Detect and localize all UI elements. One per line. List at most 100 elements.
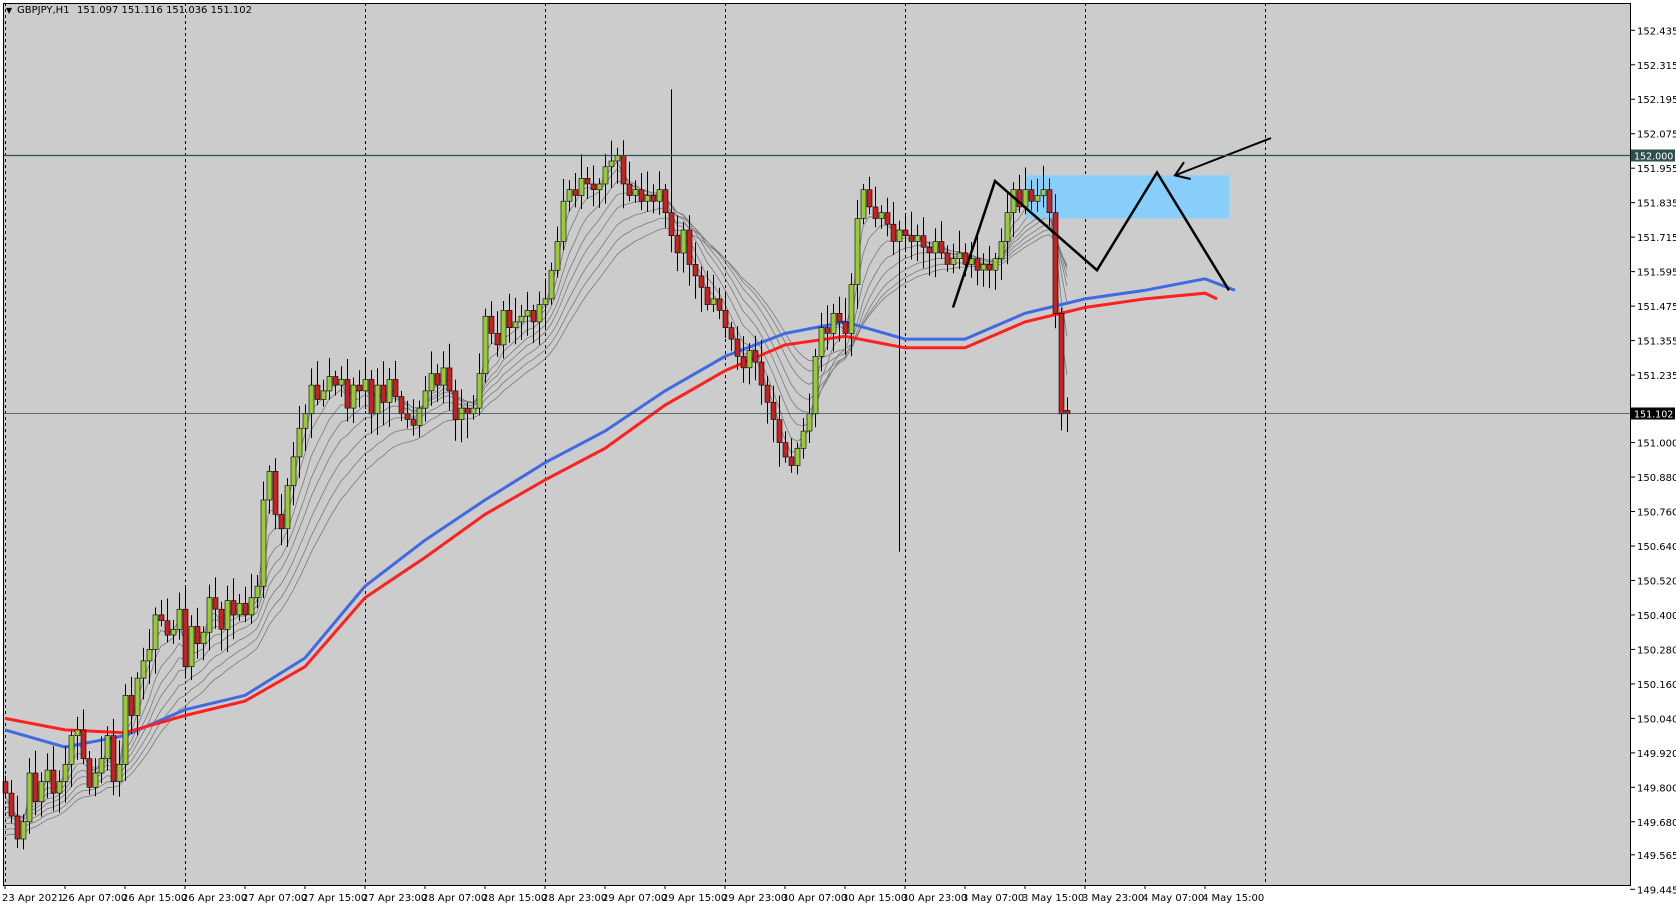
candle-bull[interactable]	[92, 772, 99, 788]
candle-bull[interactable]	[1034, 195, 1041, 202]
candle-bull[interactable]	[554, 241, 561, 271]
candle-bull[interactable]	[812, 356, 819, 415]
candle-bull[interactable]	[38, 781, 45, 802]
candle-bull[interactable]	[62, 763, 69, 782]
candle-bull[interactable]	[560, 200, 567, 242]
candle-bear[interactable]	[944, 252, 951, 265]
candle-bear[interactable]	[584, 178, 591, 185]
candle-bull[interactable]	[830, 312, 837, 334]
candle-bull[interactable]	[1022, 189, 1029, 208]
candle-bear[interactable]	[488, 315, 495, 334]
candle-bull[interactable]	[116, 763, 123, 782]
candle-bear[interactable]	[1016, 189, 1023, 208]
candle-bear[interactable]	[434, 373, 441, 386]
candle-bull[interactable]	[956, 252, 963, 259]
candle-bear[interactable]	[494, 333, 501, 346]
candle-bear[interactable]	[674, 235, 681, 254]
candle-bear[interactable]	[698, 275, 705, 288]
candle-bear[interactable]	[872, 206, 879, 219]
candle-bull[interactable]	[1040, 189, 1047, 196]
candle-bear[interactable]	[452, 390, 459, 420]
candle-bear[interactable]	[926, 246, 933, 254]
candle-bull[interactable]	[134, 677, 141, 716]
candle-bull[interactable]	[266, 470, 273, 501]
candle-bear[interactable]	[344, 379, 351, 409]
candle-bear[interactable]	[686, 229, 693, 265]
candle-bear[interactable]	[728, 327, 735, 340]
candle-bull[interactable]	[284, 485, 291, 530]
candle-bull[interactable]	[68, 735, 75, 765]
candle-bull[interactable]	[566, 189, 573, 202]
candle-bull[interactable]	[386, 379, 393, 403]
candle-bear[interactable]	[464, 407, 471, 415]
candle-bull[interactable]	[644, 195, 651, 202]
candle-bull[interactable]	[188, 626, 195, 667]
candle-bear[interactable]	[902, 229, 909, 236]
candle-bull[interactable]	[338, 379, 345, 386]
candle-bear[interactable]	[788, 456, 795, 466]
candle-bear[interactable]	[194, 626, 201, 644]
candle-bull[interactable]	[524, 310, 531, 317]
candle-bear[interactable]	[398, 396, 405, 415]
candle-bear[interactable]	[32, 772, 39, 803]
candle-bull[interactable]	[542, 298, 549, 305]
candle-bull[interactable]	[74, 729, 81, 736]
candle-bull[interactable]	[536, 304, 543, 323]
candle-bull[interactable]	[176, 608, 183, 630]
arrow-annotation-shaft[interactable]	[1174, 137, 1272, 177]
candle-bull[interactable]	[596, 183, 603, 190]
candle-bear[interactable]	[80, 729, 87, 759]
candle-bear[interactable]	[1028, 189, 1035, 202]
candle-bear[interactable]	[908, 235, 915, 242]
candle-bear[interactable]	[530, 310, 537, 323]
candle-bear[interactable]	[128, 695, 135, 716]
candle-bull[interactable]	[980, 264, 987, 271]
candle-bull[interactable]	[422, 390, 429, 409]
candle-bull[interactable]	[992, 258, 999, 271]
candle-bull[interactable]	[710, 298, 717, 305]
candle-bear[interactable]	[314, 384, 321, 400]
candle-bull[interactable]	[206, 597, 213, 633]
candle-bull[interactable]	[614, 155, 621, 162]
candle-bull[interactable]	[260, 499, 267, 587]
candle-bull[interactable]	[632, 189, 639, 196]
candle-bull[interactable]	[548, 269, 555, 300]
candle-bear[interactable]	[782, 442, 789, 458]
candle-bull[interactable]	[878, 212, 885, 219]
candle-bull[interactable]	[932, 241, 939, 254]
candle-bull[interactable]	[224, 600, 231, 630]
candle-bear[interactable]	[410, 419, 417, 426]
candle-bull[interactable]	[800, 430, 807, 449]
candle-bull[interactable]	[98, 758, 105, 774]
candle-bull[interactable]	[56, 781, 63, 794]
candle-bear[interactable]	[392, 379, 399, 397]
candle-bear[interactable]	[1058, 312, 1065, 415]
candle-bear[interactable]	[668, 212, 675, 236]
candle-bear[interactable]	[1052, 212, 1059, 314]
candle-bull[interactable]	[746, 350, 753, 369]
candle-bear[interactable]	[866, 189, 873, 208]
candle-bear[interactable]	[50, 769, 57, 794]
candle-bear[interactable]	[974, 258, 981, 271]
candle-bear[interactable]	[824, 327, 831, 334]
candle-bull[interactable]	[152, 614, 159, 650]
candle-bull[interactable]	[482, 315, 489, 375]
candle-bear[interactable]	[626, 183, 633, 196]
candle-bull[interactable]	[806, 413, 813, 432]
candle-bear[interactable]	[380, 384, 387, 403]
candle-bull[interactable]	[578, 178, 585, 196]
candle-bear[interactable]	[332, 376, 339, 386]
candle-bear[interactable]	[212, 597, 219, 610]
candle-bear[interactable]	[662, 189, 669, 213]
candle-bull[interactable]	[1010, 189, 1017, 213]
candle-bear[interactable]	[1046, 189, 1053, 213]
candle-bear[interactable]	[404, 413, 411, 420]
candle-bull[interactable]	[518, 315, 525, 323]
candle-bear[interactable]	[230, 600, 237, 616]
candle-bear[interactable]	[368, 379, 375, 415]
candle-bear[interactable]	[590, 183, 597, 190]
candle-bull[interactable]	[854, 218, 861, 285]
candle-bull[interactable]	[656, 189, 663, 202]
candle-bull[interactable]	[512, 321, 519, 328]
candle-bull[interactable]	[608, 160, 615, 167]
